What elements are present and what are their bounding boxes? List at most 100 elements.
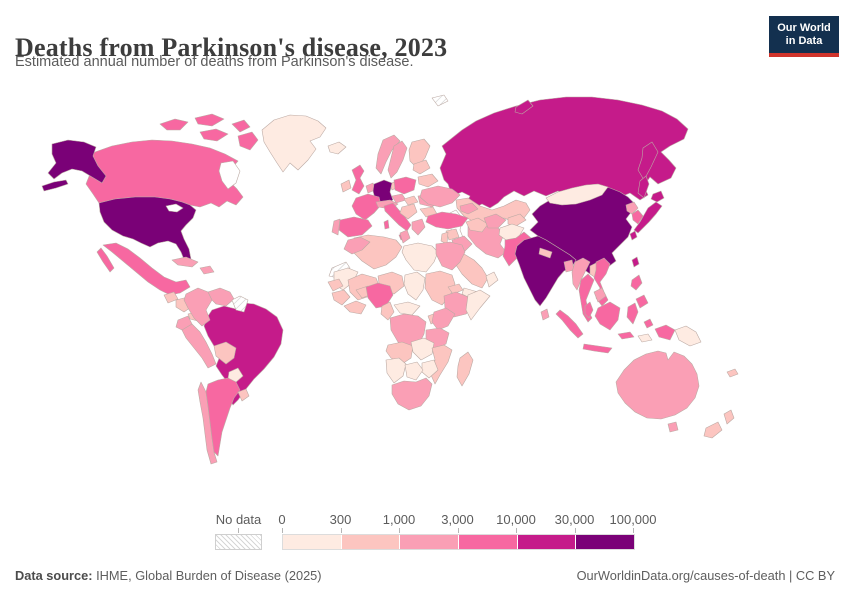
country-russia-sakhalin[interactable] [637,175,650,199]
country-uzbekistan[interactable] [483,213,507,229]
country-guinea[interactable] [331,289,351,306]
country-philippines-luzon[interactable] [630,274,643,291]
legend-bin-0[interactable] [283,535,342,549]
country-japan-kyushu[interactable] [629,230,638,241]
country-papua-new-guinea[interactable] [674,325,702,347]
country-canada-baffin[interactable] [237,131,259,151]
country-iceland[interactable] [327,141,347,155]
country-angola[interactable] [385,341,414,365]
country-czechia[interactable] [391,193,407,204]
country-new-zealand-south[interactable] [703,421,723,439]
country-guatemala[interactable] [163,291,179,304]
country-mexico[interactable] [102,242,191,296]
country-new-caledonia[interactable] [726,368,739,378]
legend-bin-1[interactable] [341,535,401,549]
legend-bin-3[interactable] [459,535,518,549]
country-argentina[interactable] [205,377,241,457]
country-mexico-baja[interactable] [96,247,115,273]
country-north-korea[interactable] [625,201,639,215]
country-indonesia-moluccas[interactable] [643,318,654,329]
country-central-african-republic[interactable] [393,301,421,316]
country-botswana[interactable] [404,361,424,381]
country-hispaniola[interactable] [199,265,215,275]
country-baltics[interactable] [412,159,431,175]
country-indonesia-sumatra[interactable] [555,309,584,339]
country-ireland[interactable] [340,179,352,193]
country-syria[interactable] [445,228,460,241]
country-greenland[interactable] [261,114,327,173]
country-svalbard[interactable] [431,94,449,107]
legend-no-data-swatch[interactable] [215,534,262,550]
country-taiwan[interactable] [631,256,640,268]
country-south-africa[interactable] [391,377,433,411]
country-malaysia[interactable] [584,301,594,319]
legend-bin-5[interactable] [576,535,635,549]
country-usa-aleutians[interactable] [41,179,69,192]
country-ukraine[interactable] [419,185,461,208]
country-canada-arctic-3[interactable] [199,128,229,142]
country-east-timor[interactable] [637,333,653,343]
country-peru[interactable] [181,323,217,369]
country-spain[interactable] [338,216,373,238]
country-chad[interactable] [403,271,426,301]
country-caucasus[interactable] [459,202,479,215]
country-mongolia[interactable] [545,183,609,206]
country-balkans[interactable] [399,203,418,220]
country-philippines-mindanao[interactable] [635,294,649,309]
country-italy-sardinia[interactable] [383,219,390,230]
country-oman[interactable] [485,271,499,288]
country-turkey[interactable] [425,211,469,230]
country-australia[interactable] [615,350,700,420]
country-canada-arctic-2[interactable] [194,113,225,127]
country-uruguay[interactable] [237,388,250,402]
country-indonesia-sulawesi[interactable] [626,302,639,325]
owid-logo[interactable]: Our World in Data [769,16,839,57]
country-united-kingdom[interactable] [351,164,365,195]
country-ghana[interactable] [343,300,367,315]
country-morocco[interactable] [343,236,371,255]
country-sweden[interactable] [387,140,408,179]
country-egypt[interactable] [435,241,466,271]
country-south-korea[interactable] [631,209,644,225]
country-nepal[interactable] [538,247,553,259]
country-venezuela[interactable] [207,287,235,307]
country-somalia[interactable] [465,289,491,321]
country-zambia[interactable] [410,337,435,361]
country-indonesia-lesser-sunda[interactable] [617,331,635,340]
country-cameroon[interactable] [380,301,395,321]
country-eritrea[interactable] [447,283,464,295]
country-russia-novaya-zemlya[interactable] [514,99,534,115]
country-usa-alaska[interactable] [47,139,107,184]
country-indonesia-west-papua[interactable] [654,324,676,341]
country-madagascar[interactable] [456,351,474,387]
country-cuba[interactable] [171,256,199,268]
footer-license[interactable]: OurWorldinData.org/causes-of-death | CC … [576,568,835,583]
legend-bin-4[interactable] [517,535,577,549]
country-canada-arctic-4[interactable] [231,119,251,133]
country-libya[interactable] [401,242,439,273]
country-indonesia-java[interactable] [582,343,613,354]
country-portugal[interactable] [331,218,341,236]
country-senegal[interactable] [327,278,344,292]
legend-bin-2[interactable] [400,535,460,549]
country-canada[interactable] [81,139,244,208]
country-japan-honshu[interactable] [633,201,663,234]
country-greece[interactable] [411,218,426,236]
country-new-zealand-north[interactable] [723,409,735,425]
country-bolivia[interactable] [213,341,237,365]
country-sri-lanka[interactable] [540,308,550,321]
country-namibia[interactable] [385,357,407,384]
country-australia-tasmania[interactable] [667,421,679,433]
country-russia-kamchatka[interactable] [637,141,659,181]
country-tunisia[interactable] [399,229,411,244]
country-france[interactable] [351,193,382,221]
country-cambodia[interactable] [593,287,607,303]
country-hungary[interactable] [403,195,419,206]
country-turkmenistan[interactable] [465,217,489,233]
country-japan-hokkaido[interactable] [650,190,665,203]
country-colombia[interactable] [183,287,213,327]
country-nigeria[interactable] [365,282,394,309]
country-guyana[interactable] [231,295,249,313]
country-italy[interactable] [383,202,412,232]
country-indonesia-borneo[interactable] [594,301,621,331]
